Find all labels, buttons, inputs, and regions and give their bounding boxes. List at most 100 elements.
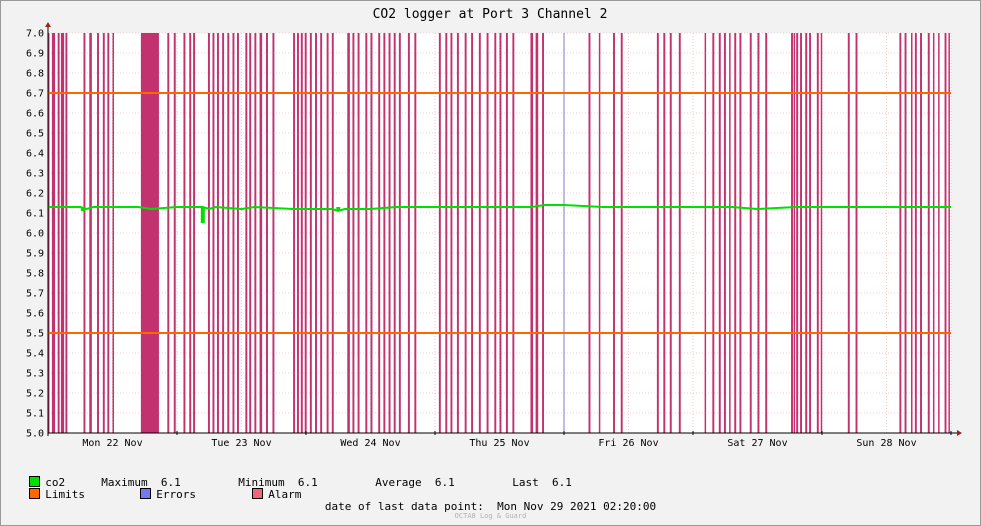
alarm-band — [494, 33, 497, 433]
co2-dip — [336, 207, 341, 211]
alarm-band — [89, 33, 92, 433]
alarm-band — [189, 33, 192, 433]
x-tick-label: Thu 25 Nov — [469, 438, 529, 449]
alarm-band — [471, 33, 474, 433]
alarm-band — [669, 33, 672, 433]
alarm-band — [932, 33, 935, 433]
co2-chart: CO2 logger at Port 3 Channel 2 5.0 5.1 5.2… — [26, 7, 962, 449]
alarm-band — [927, 33, 930, 433]
alarm-band — [944, 33, 947, 433]
legend-row-markers: Limits Errors Alarm — [16, 475, 301, 501]
average-value: 6.1 — [434, 476, 455, 489]
alarm-band — [478, 33, 481, 433]
alarm-band — [183, 33, 186, 433]
alarm-band — [712, 33, 715, 433]
y-tick-label: 5.9 — [26, 249, 44, 260]
alarm-band — [107, 33, 110, 433]
y-tick-label: 5.6 — [26, 309, 44, 320]
alarm-band — [254, 33, 257, 433]
co2-series — [48, 204, 951, 223]
y-tick-label: 6.7 — [26, 89, 44, 100]
y-tick-labels: 5.0 5.1 5.2 5.3 5.4 5.5 5.6 5.7 5.8 5.9 6.0 6.1 6.2 6… — [26, 29, 44, 440]
minimum-value: 6.1 — [297, 476, 318, 489]
maximum-label: Maximum — [101, 476, 148, 489]
y-axis-arrow — [45, 22, 51, 27]
y-tick-label: 6.4 — [26, 149, 44, 160]
x-tick-label: Sun 28 Nov — [856, 438, 916, 449]
alarm-band — [216, 33, 219, 433]
y-tick-label: 6.0 — [26, 229, 44, 240]
alarm-band — [445, 33, 448, 433]
alarm-band — [456, 33, 459, 433]
alarm-band — [236, 33, 239, 433]
alarm-band — [222, 33, 225, 433]
limit-lines — [48, 92, 951, 334]
alarm-band — [757, 33, 760, 433]
alarm-band — [97, 33, 99, 433]
alarm-band — [911, 33, 913, 433]
alarm-band — [598, 33, 601, 433]
alarm-band — [309, 33, 312, 433]
alarm-band — [57, 33, 60, 433]
x-axis-arrow — [957, 430, 962, 436]
alarm-band — [331, 33, 334, 433]
alarm-band — [232, 33, 235, 433]
average-label: Average — [375, 476, 422, 489]
alarm-band — [378, 33, 381, 433]
alarm-band — [352, 33, 355, 433]
x-tick-label: Mon 22 Nov — [82, 438, 142, 449]
last-label: Last — [512, 476, 539, 489]
alarm-band — [320, 33, 323, 433]
alarm-band — [293, 33, 296, 433]
alarm-band — [620, 33, 623, 433]
alarm-band — [948, 33, 950, 433]
last-value: 6.1 — [552, 476, 572, 489]
alarm-band — [678, 33, 681, 433]
alarm-band — [304, 33, 307, 433]
y-tick-label: 6.6 — [26, 109, 44, 120]
co2-swatch — [29, 476, 41, 487]
co2-dip — [200, 207, 205, 223]
alarm-band — [904, 33, 907, 433]
alarm-band — [383, 33, 386, 433]
alarm-band — [512, 33, 515, 433]
y-tick-label: 5.8 — [26, 269, 44, 280]
limits-legend-label: Limits — [45, 488, 85, 501]
y-tick-label: 6.3 — [26, 169, 44, 180]
last-data-point-value: Mon Nov 29 2021 02:20:00 — [497, 500, 657, 513]
alarm-band — [847, 33, 850, 433]
alarm-band — [249, 33, 252, 433]
alarm-band — [167, 33, 170, 433]
alarm-band — [414, 33, 417, 433]
alarm-band — [207, 33, 210, 433]
alarm-band — [796, 33, 799, 433]
y-tick-label: 5.0 — [26, 429, 44, 440]
alarm-band — [588, 33, 591, 433]
last-data-point: date of last data point: Mon Nov 29 2021… — [0, 500, 981, 513]
axes — [45, 22, 962, 436]
alarm-band — [793, 33, 796, 433]
alarm-band — [102, 33, 105, 433]
y-tick-label: 7.0 — [26, 29, 44, 40]
alarm-band — [718, 33, 721, 433]
alarm-band — [739, 33, 742, 433]
chart-title: CO2 logger at Port 3 Channel 2 — [373, 7, 608, 22]
x-tick-label: Fri 26 Nov — [598, 438, 658, 449]
alarm-band — [729, 33, 731, 433]
alarm-band — [663, 33, 666, 433]
alarm-band — [51, 33, 56, 433]
alarm-band — [805, 33, 808, 433]
alarm-band — [388, 33, 391, 433]
alarm-band — [173, 33, 176, 433]
alarm-band — [450, 33, 453, 433]
minimum-label: Minimum — [238, 476, 285, 489]
alarm-band — [193, 33, 196, 433]
alarm-band — [272, 33, 275, 433]
alarm-band — [398, 33, 401, 433]
legend-row-co2: co2 Maximum 6.1 Minimum 6.1 Average 6.1 Last… — [16, 463, 572, 489]
alarm-band — [347, 33, 350, 433]
alarm-band — [791, 33, 793, 433]
alarm-band — [723, 33, 726, 433]
alarm-band — [855, 33, 858, 433]
limits-swatch — [29, 488, 41, 499]
